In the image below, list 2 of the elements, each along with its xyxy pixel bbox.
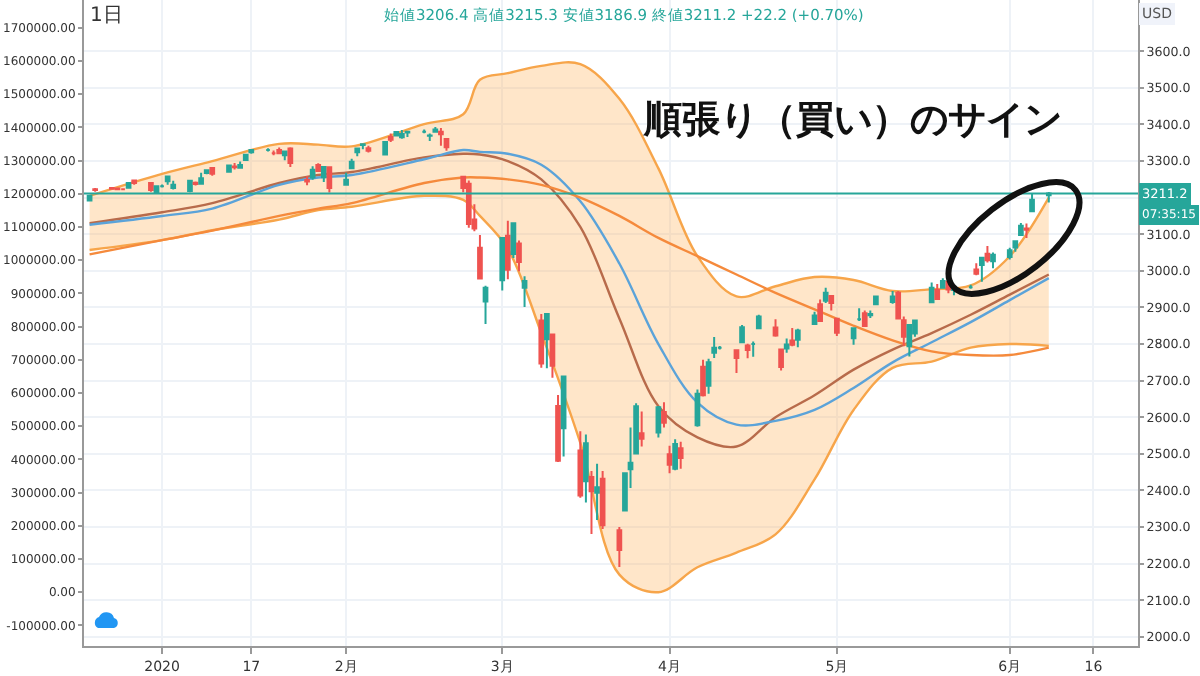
annotation: 順張り（買い）のサイン — [642, 98, 1062, 142]
chart-title: 1日 — [90, 5, 123, 27]
